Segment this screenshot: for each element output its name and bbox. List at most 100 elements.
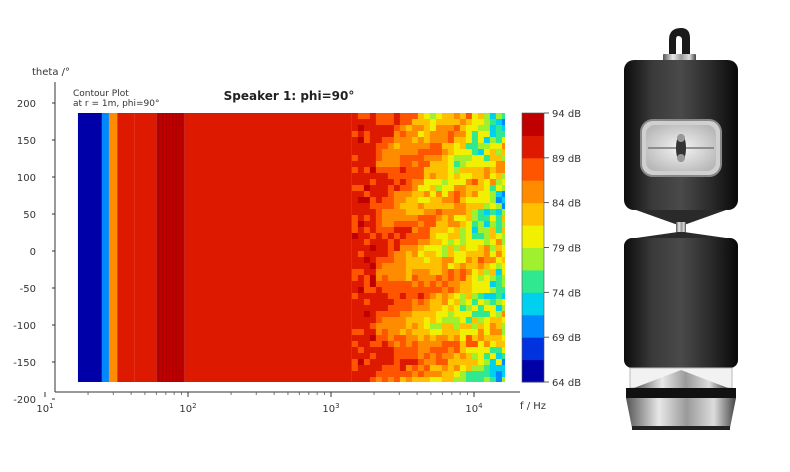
heatmap-cell xyxy=(459,311,467,318)
heatmap-cell xyxy=(501,191,505,198)
heatmap-cell xyxy=(405,359,413,366)
heatmap-cell xyxy=(483,221,491,228)
heatmap-cell xyxy=(375,341,383,348)
heatmap-cell xyxy=(411,263,419,270)
heatmap-cell xyxy=(447,263,455,270)
heatmap-cell xyxy=(514,209,521,216)
heatmap-cell xyxy=(351,221,359,228)
heatmap-cell xyxy=(477,359,485,366)
heatmap-cell xyxy=(393,311,401,318)
heatmap-stripe xyxy=(158,113,160,382)
heatmap-cell xyxy=(435,161,443,168)
heatmap-cell xyxy=(447,155,455,162)
heatmap-cell xyxy=(435,275,443,282)
heatmap-cell xyxy=(441,185,449,192)
heatmap-cell xyxy=(514,191,521,198)
heatmap-cell xyxy=(369,227,377,234)
heatmap-cell xyxy=(411,239,419,246)
heatmap-cell xyxy=(435,329,443,336)
heatmap-cell xyxy=(417,113,425,120)
heatmap-cell xyxy=(363,269,371,276)
heatmap-cell xyxy=(429,179,437,186)
heatmap-cell xyxy=(375,203,383,210)
heatmap-cell xyxy=(514,347,521,354)
heatmap-cell xyxy=(369,269,377,276)
heatmap-cell xyxy=(369,341,377,348)
heatmap-cell xyxy=(399,359,407,366)
heatmap-cell xyxy=(417,377,425,382)
heatmap-cell xyxy=(483,365,491,372)
heatmap-cell xyxy=(471,323,479,330)
heatmap-cell xyxy=(441,161,449,168)
heatmap-cell xyxy=(375,365,383,372)
heatmap-cell xyxy=(417,125,425,132)
heatmap-cell xyxy=(411,215,419,222)
heatmap-cell xyxy=(459,155,467,162)
heatmap-cell xyxy=(393,347,401,354)
heatmap-cell xyxy=(429,233,437,240)
heatmap-cell xyxy=(459,137,467,144)
heatmap-cell xyxy=(459,359,467,366)
heatmap-cell xyxy=(357,239,365,246)
heatmap-cell xyxy=(453,233,461,240)
heatmap-cell xyxy=(465,239,473,246)
heatmap-cell xyxy=(369,263,377,270)
heatmap-cell xyxy=(508,299,515,306)
heatmap-cell xyxy=(393,251,401,258)
heatmap-cell xyxy=(357,155,365,162)
heatmap-cell xyxy=(489,365,497,372)
heatmap-cell xyxy=(483,323,491,330)
heatmap-cell xyxy=(465,299,473,306)
heatmap-cell xyxy=(465,287,473,294)
heatmap-cell xyxy=(459,233,467,240)
heatmap-cell xyxy=(471,317,479,324)
heatmap-cell xyxy=(465,347,473,354)
heatmap-cell xyxy=(495,293,503,300)
heatmap-cell xyxy=(411,221,419,228)
heatmap-cell xyxy=(405,287,413,294)
heatmap-cell xyxy=(435,137,443,144)
heatmap-cell xyxy=(495,371,503,378)
heatmap-cell xyxy=(435,197,443,204)
heatmap-cell xyxy=(369,353,377,360)
heatmap-cell xyxy=(351,251,359,258)
heatmap-cell xyxy=(465,263,473,270)
heatmap-cell xyxy=(351,161,359,168)
heatmap-cell xyxy=(453,281,461,288)
heatmap-cell xyxy=(447,215,455,222)
heatmap-cell xyxy=(459,281,467,288)
heatmap-cell xyxy=(441,269,449,276)
heatmap-cell xyxy=(363,287,371,294)
colorbar-segment xyxy=(522,314,544,338)
heatmap-cell xyxy=(381,227,389,234)
heatmap-cell xyxy=(369,215,377,222)
heatmap-cell xyxy=(483,215,491,222)
heatmap-cell xyxy=(459,275,467,282)
heatmap-cell xyxy=(441,149,449,156)
heatmap-cell xyxy=(483,125,491,132)
heatmap-cell xyxy=(411,131,419,138)
heatmap-band xyxy=(108,113,118,382)
heatmap-cell xyxy=(357,347,365,354)
heatmap-cell xyxy=(441,257,449,264)
heatmap-cell xyxy=(489,269,497,276)
heatmap-cell xyxy=(483,317,491,324)
heatmap-cell xyxy=(369,149,377,156)
heatmap-cell xyxy=(495,263,503,270)
heatmap-cell xyxy=(459,113,467,120)
heatmap-cell xyxy=(465,221,473,228)
heatmap-cell xyxy=(489,227,497,234)
heatmap-cell xyxy=(447,245,455,252)
heatmap-cell xyxy=(441,263,449,270)
heatmap-cell xyxy=(429,131,437,138)
heatmap-cell xyxy=(399,149,407,156)
heatmap-cell xyxy=(489,317,497,324)
heatmap-cell xyxy=(483,197,491,204)
heatmap-cell xyxy=(447,317,455,324)
heatmap-cell xyxy=(375,263,383,270)
heatmap-cell xyxy=(357,275,365,282)
heatmap-cell xyxy=(387,191,395,198)
heatmap-cell xyxy=(441,143,449,150)
heatmap-cell xyxy=(514,257,521,264)
heatmap-cell xyxy=(393,227,401,234)
